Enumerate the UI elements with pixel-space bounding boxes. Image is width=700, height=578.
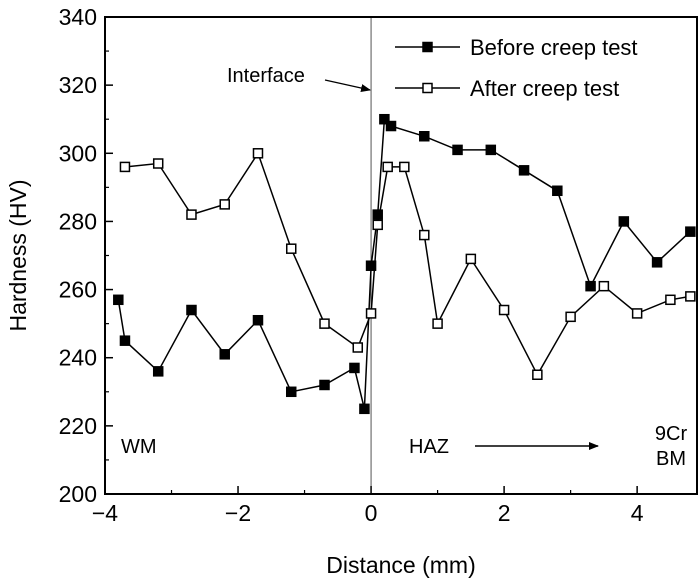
interface-label: Interface (227, 65, 305, 87)
data-point-0 (379, 113, 390, 125)
data-point-0 (359, 403, 370, 415)
data-point-0 (349, 362, 360, 374)
data-point-0 (618, 216, 630, 227)
data-point-0 (485, 144, 497, 156)
y-tick-label: 220 (59, 413, 97, 439)
data-point-1 (432, 318, 443, 329)
legend: Before creep test After creep test (395, 35, 638, 101)
data-point-0 (219, 349, 230, 360)
wm-label: WM (121, 436, 157, 458)
data-point-0 (186, 304, 197, 316)
y-tick-label: 200 (59, 481, 97, 507)
data-point-1 (186, 209, 197, 220)
series-line-1 (124, 151, 691, 377)
data-point-1 (365, 308, 377, 319)
data-point-1 (285, 243, 297, 254)
data-point-1 (598, 280, 610, 292)
data-point-0 (113, 294, 124, 306)
y-tick-label: 300 (59, 140, 97, 166)
data-point-0 (365, 260, 377, 271)
data-point-1 (465, 253, 477, 265)
data-point-0 (419, 131, 430, 142)
data-point-0 (285, 386, 297, 398)
axis-ticks: −4 −2 0 2 4 200 220 240 260 280 300 320 340 (59, 4, 644, 526)
data-point-0 (152, 366, 164, 377)
data-point-0 (372, 209, 383, 220)
y-tick-label: 340 (59, 4, 97, 30)
data-point-0 (452, 144, 463, 156)
series-layer (113, 113, 696, 415)
data-point-1 (219, 199, 230, 210)
x-tick-label: 0 (365, 500, 378, 526)
interface-arrow (324, 79, 372, 92)
x-axis-label: Distance (mm) (326, 552, 476, 578)
data-point-1 (119, 161, 131, 173)
x-tick-label: 4 (631, 500, 644, 526)
y-tick-label: 240 (59, 345, 97, 371)
x-tick-label: −4 (92, 500, 118, 526)
data-point-0 (385, 120, 397, 132)
data-point-1 (399, 161, 410, 173)
data-point-0 (651, 257, 663, 268)
data-point-0 (119, 335, 131, 346)
y-axis-label: Hardness (HV) (5, 179, 31, 331)
y-tick-label: 260 (59, 277, 97, 303)
data-point-1 (565, 311, 576, 323)
data-point-0 (518, 165, 530, 176)
data-point-0 (252, 314, 264, 326)
annotations: Interface WM HAZ 9Cr BM (121, 65, 687, 470)
x-tick-label: −2 (225, 500, 251, 526)
y-tick-label: 320 (59, 72, 97, 98)
legend-marker-before (422, 41, 433, 53)
data-point-1 (382, 161, 393, 173)
haz-label: HAZ (409, 436, 449, 458)
data-point-1 (532, 369, 543, 380)
data-point-1 (319, 318, 330, 329)
legend-marker-after (422, 82, 433, 94)
data-point-1 (419, 229, 430, 241)
legend-label-after: After creep test (470, 76, 619, 101)
data-point-0 (585, 280, 596, 292)
data-point-0 (685, 226, 696, 237)
legend-label-before: Before creep test (470, 35, 638, 60)
data-point-1 (665, 294, 676, 306)
x-tick-label: 2 (498, 500, 511, 526)
data-point-1 (498, 304, 510, 316)
data-point-0 (552, 185, 563, 197)
y-tick-label: 280 (59, 208, 97, 234)
bm-label-line2: BM (656, 448, 686, 470)
data-point-1 (252, 148, 264, 159)
data-point-1 (372, 219, 383, 231)
data-point-1 (352, 342, 364, 353)
data-point-1 (152, 158, 164, 169)
bm-label-line1: 9Cr (655, 423, 688, 445)
data-point-0 (319, 379, 330, 391)
data-point-1 (631, 308, 643, 319)
data-point-1 (685, 291, 696, 302)
